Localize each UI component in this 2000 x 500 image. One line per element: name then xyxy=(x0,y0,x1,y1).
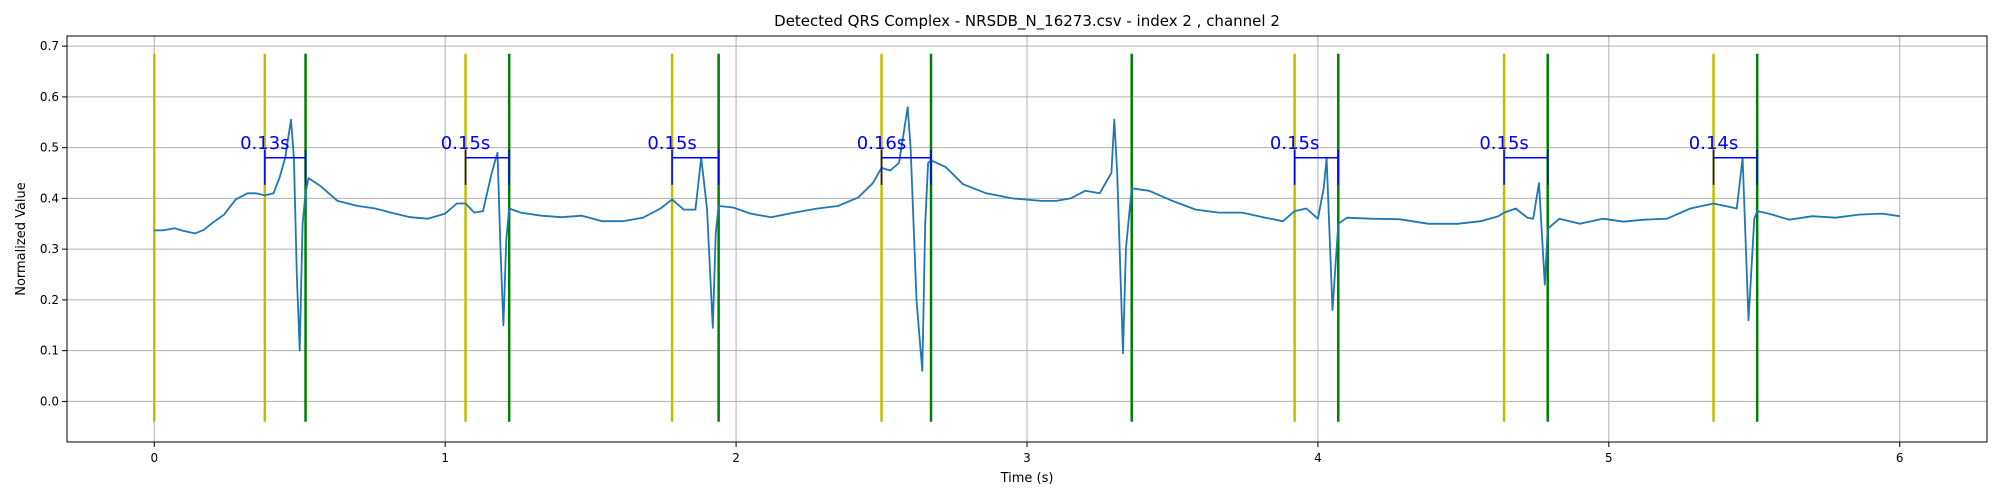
qrs-duration-label: 0.13s xyxy=(240,133,289,154)
x-tick-label: 1 xyxy=(441,451,449,465)
ecg-signal xyxy=(154,106,1900,372)
y-tick-label: 0.6 xyxy=(40,90,59,104)
chart-title: Detected QRS Complex - NRSDB_N_16273.csv… xyxy=(774,12,1280,31)
qrs-duration-label: 0.16s xyxy=(857,133,906,154)
qrs-duration-label: 0.15s xyxy=(441,133,490,154)
x-tick-label: 5 xyxy=(1605,451,1613,465)
qrs-duration-label: 0.15s xyxy=(1270,133,1319,154)
grid xyxy=(67,36,1987,442)
x-tick-label: 3 xyxy=(1023,451,1031,465)
y-tick-label: 0.2 xyxy=(40,293,59,307)
y-tick-label: 0.1 xyxy=(40,344,59,358)
qrs-duration-label: 0.15s xyxy=(647,133,696,154)
x-tick-label: 0 xyxy=(150,451,158,465)
plot-frame xyxy=(66,35,1988,443)
y-axis: 0.0 0.1 0.2 0.3 0.4 0.5 0.6 0.7 xyxy=(40,39,67,408)
qrs-duration-annotations: 0.13s 0.15s 0.15s 0.16s 0.15s 0.15s 0.14s xyxy=(240,133,1758,185)
ecg-signal-line xyxy=(154,106,1900,372)
qrs-duration-label: 0.15s xyxy=(1479,133,1528,154)
y-tick-label: 0.3 xyxy=(40,242,59,256)
x-tick-label: 2 xyxy=(732,451,740,465)
y-tick-label: 0.5 xyxy=(40,141,59,155)
qrs-duration-label: 0.14s xyxy=(1689,133,1738,154)
y-tick-label: 0.0 xyxy=(40,394,59,408)
x-tick-label: 6 xyxy=(1896,451,1904,465)
y-axis-label: Normalized Value xyxy=(14,182,29,296)
x-tick-label: 4 xyxy=(1314,451,1322,465)
y-tick-label: 0.4 xyxy=(40,191,59,205)
x-axis: 0 1 2 3 4 5 6 xyxy=(150,442,1904,465)
y-tick-label: 0.7 xyxy=(40,39,59,53)
x-axis-label: Time (s) xyxy=(1000,471,1054,486)
